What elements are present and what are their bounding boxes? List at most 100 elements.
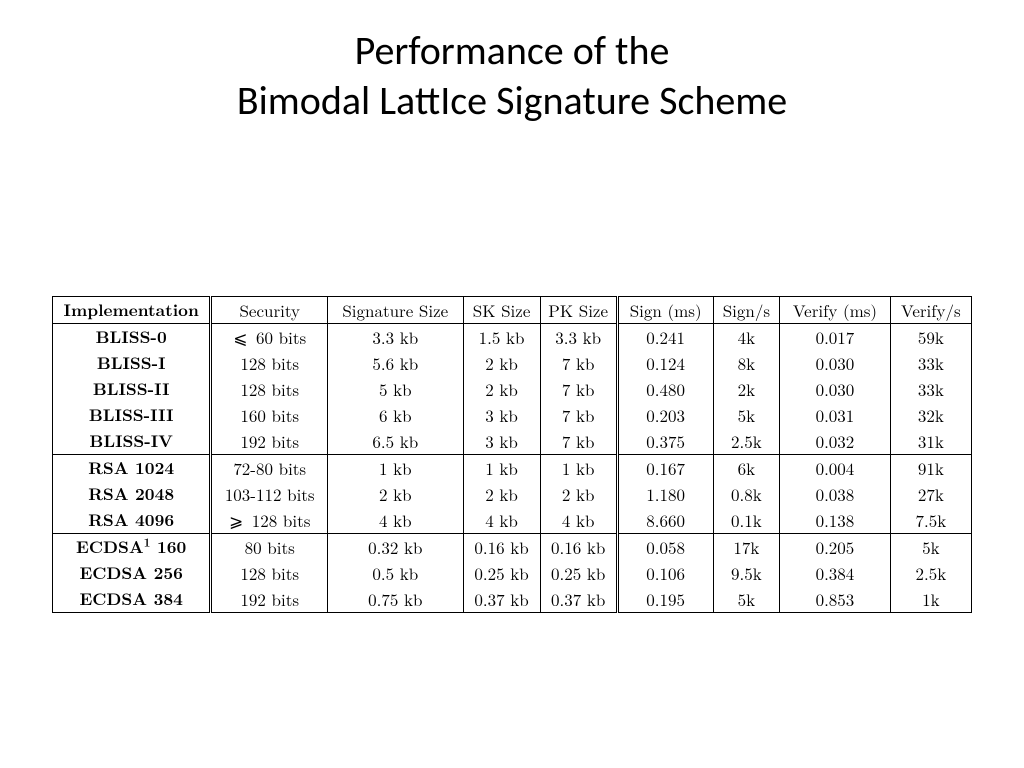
cell-signms: 0.241: [617, 324, 713, 351]
cell-security: 160 bits: [211, 402, 328, 428]
col-header-implementation: Implementation: [53, 297, 211, 324]
table-row: RSA 4096128 bits4 kb4 kb4 kb8.6600.1k0.1…: [53, 507, 972, 534]
cell-pksize: 4 kb: [540, 507, 617, 534]
cell-signs: 2.5k: [713, 428, 780, 455]
cell-signs: 2k: [713, 376, 780, 402]
cell-verifys: 5k: [890, 534, 971, 561]
cell-implementation: BLISS-III: [53, 402, 211, 428]
table-row: BLISS-III160 bits6 kb3 kb7 kb0.2035k0.03…: [53, 402, 972, 428]
cell-security: 80 bits: [211, 534, 328, 561]
cell-signs: 6k: [713, 455, 780, 482]
cell-sigsize: 2 kb: [328, 481, 463, 507]
table-body: BLISS-060 bits3.3 kb1.5 kb3.3 kb0.2414k0…: [53, 324, 972, 613]
cell-security: 128 bits: [211, 507, 328, 534]
cell-verifyms: 0.032: [780, 428, 890, 455]
col-header-signms: Sign (ms): [617, 297, 713, 324]
cell-security: 72-80 bits: [211, 455, 328, 482]
cell-verifys: 32k: [890, 402, 971, 428]
cell-sksize: 3 kb: [463, 402, 540, 428]
performance-table-container: Implementation Security Signature Size S…: [52, 296, 972, 613]
cell-verifyms: 0.384: [780, 560, 890, 586]
slide-title: Performance of the Bimodal LattIce Signa…: [0, 0, 1024, 126]
cell-signs: 17k: [713, 534, 780, 561]
cell-implementation: ECDSA 256: [53, 560, 211, 586]
cell-sksize: 1.5 kb: [463, 324, 540, 351]
cell-signms: 0.203: [617, 402, 713, 428]
cell-pksize: 0.16 kb: [540, 534, 617, 561]
cell-signms: 1.180: [617, 481, 713, 507]
cell-signms: 0.124: [617, 350, 713, 376]
cell-verifys: 7.5k: [890, 507, 971, 534]
col-header-sksize: SK Size: [463, 297, 540, 324]
cell-verifys: 31k: [890, 428, 971, 455]
col-header-sigsize: Signature Size: [328, 297, 463, 324]
table-row: BLISS-II128 bits5 kb2 kb7 kb0.4802k0.030…: [53, 376, 972, 402]
cell-sksize: 2 kb: [463, 350, 540, 376]
cell-signs: 9.5k: [713, 560, 780, 586]
cell-security: 128 bits: [211, 560, 328, 586]
cell-pksize: 7 kb: [540, 376, 617, 402]
cell-signs: 5k: [713, 586, 780, 613]
cell-sigsize: 3.3 kb: [328, 324, 463, 351]
table-row: ECDSA 384192 bits0.75 kb0.37 kb0.37 kb0.…: [53, 586, 972, 613]
cell-sigsize: 0.5 kb: [328, 560, 463, 586]
cell-sigsize: 1 kb: [328, 455, 463, 482]
cell-sksize: 2 kb: [463, 376, 540, 402]
table-row: RSA 102472-80 bits1 kb1 kb1 kb0.1676k0.0…: [53, 455, 972, 482]
cell-verifyms: 0.030: [780, 350, 890, 376]
cell-signms: 0.167: [617, 455, 713, 482]
cell-sigsize: 4 kb: [328, 507, 463, 534]
col-header-signs: Sign/s: [713, 297, 780, 324]
cell-security: 103-112 bits: [211, 481, 328, 507]
cell-implementation: BLISS-II: [53, 376, 211, 402]
cell-pksize: 0.25 kb: [540, 560, 617, 586]
cell-implementation: ECDSA1 160: [53, 534, 211, 561]
cell-signs: 8k: [713, 350, 780, 376]
cell-sksize: 0.25 kb: [463, 560, 540, 586]
cell-implementation: BLISS-I: [53, 350, 211, 376]
table-row: RSA 2048103-112 bits2 kb2 kb2 kb1.1800.8…: [53, 481, 972, 507]
cell-pksize: 7 kb: [540, 428, 617, 455]
table-row: ECDSA 256128 bits0.5 kb0.25 kb0.25 kb0.1…: [53, 560, 972, 586]
table-row: BLISS-IV192 bits6.5 kb3 kb7 kb0.3752.5k0…: [53, 428, 972, 455]
cell-sigsize: 6 kb: [328, 402, 463, 428]
cell-implementation: RSA 1024: [53, 455, 211, 482]
cell-verifyms: 0.853: [780, 586, 890, 613]
cell-signms: 0.106: [617, 560, 713, 586]
cell-pksize: 7 kb: [540, 350, 617, 376]
cell-pksize: 0.37 kb: [540, 586, 617, 613]
cell-verifys: 91k: [890, 455, 971, 482]
title-line-2: Bimodal LattIce Signature Scheme: [237, 76, 787, 125]
col-header-verifyms: Verify (ms): [780, 297, 890, 324]
cell-verifyms: 0.031: [780, 402, 890, 428]
cell-sksize: 2 kb: [463, 481, 540, 507]
cell-signms: 0.480: [617, 376, 713, 402]
cell-sksize: 0.37 kb: [463, 586, 540, 613]
cell-implementation: RSA 4096: [53, 507, 211, 534]
cell-security: 128 bits: [211, 376, 328, 402]
cell-verifyms: 0.038: [780, 481, 890, 507]
cell-pksize: 1 kb: [540, 455, 617, 482]
title-line-1: Performance of the: [355, 26, 670, 75]
cell-sigsize: 5.6 kb: [328, 350, 463, 376]
cell-security: 192 bits: [211, 428, 328, 455]
col-header-verifys: Verify/s: [890, 297, 971, 324]
cell-sksize: 3 kb: [463, 428, 540, 455]
cell-verifys: 2.5k: [890, 560, 971, 586]
cell-sigsize: 5 kb: [328, 376, 463, 402]
cell-sigsize: 6.5 kb: [328, 428, 463, 455]
cell-pksize: 3.3 kb: [540, 324, 617, 351]
cell-verifyms: 0.017: [780, 324, 890, 351]
cell-verifyms: 0.004: [780, 455, 890, 482]
cell-verifys: 1k: [890, 586, 971, 613]
cell-signs: 0.1k: [713, 507, 780, 534]
table-row: BLISS-060 bits3.3 kb1.5 kb3.3 kb0.2414k0…: [53, 324, 972, 351]
performance-table: Implementation Security Signature Size S…: [52, 296, 972, 613]
cell-implementation: RSA 2048: [53, 481, 211, 507]
cell-verifys: 33k: [890, 350, 971, 376]
cell-sksize: 1 kb: [463, 455, 540, 482]
cell-verifyms: 0.030: [780, 376, 890, 402]
table-row: BLISS-I128 bits5.6 kb2 kb7 kb0.1248k0.03…: [53, 350, 972, 376]
cell-sigsize: 0.75 kb: [328, 586, 463, 613]
cell-signms: 0.058: [617, 534, 713, 561]
